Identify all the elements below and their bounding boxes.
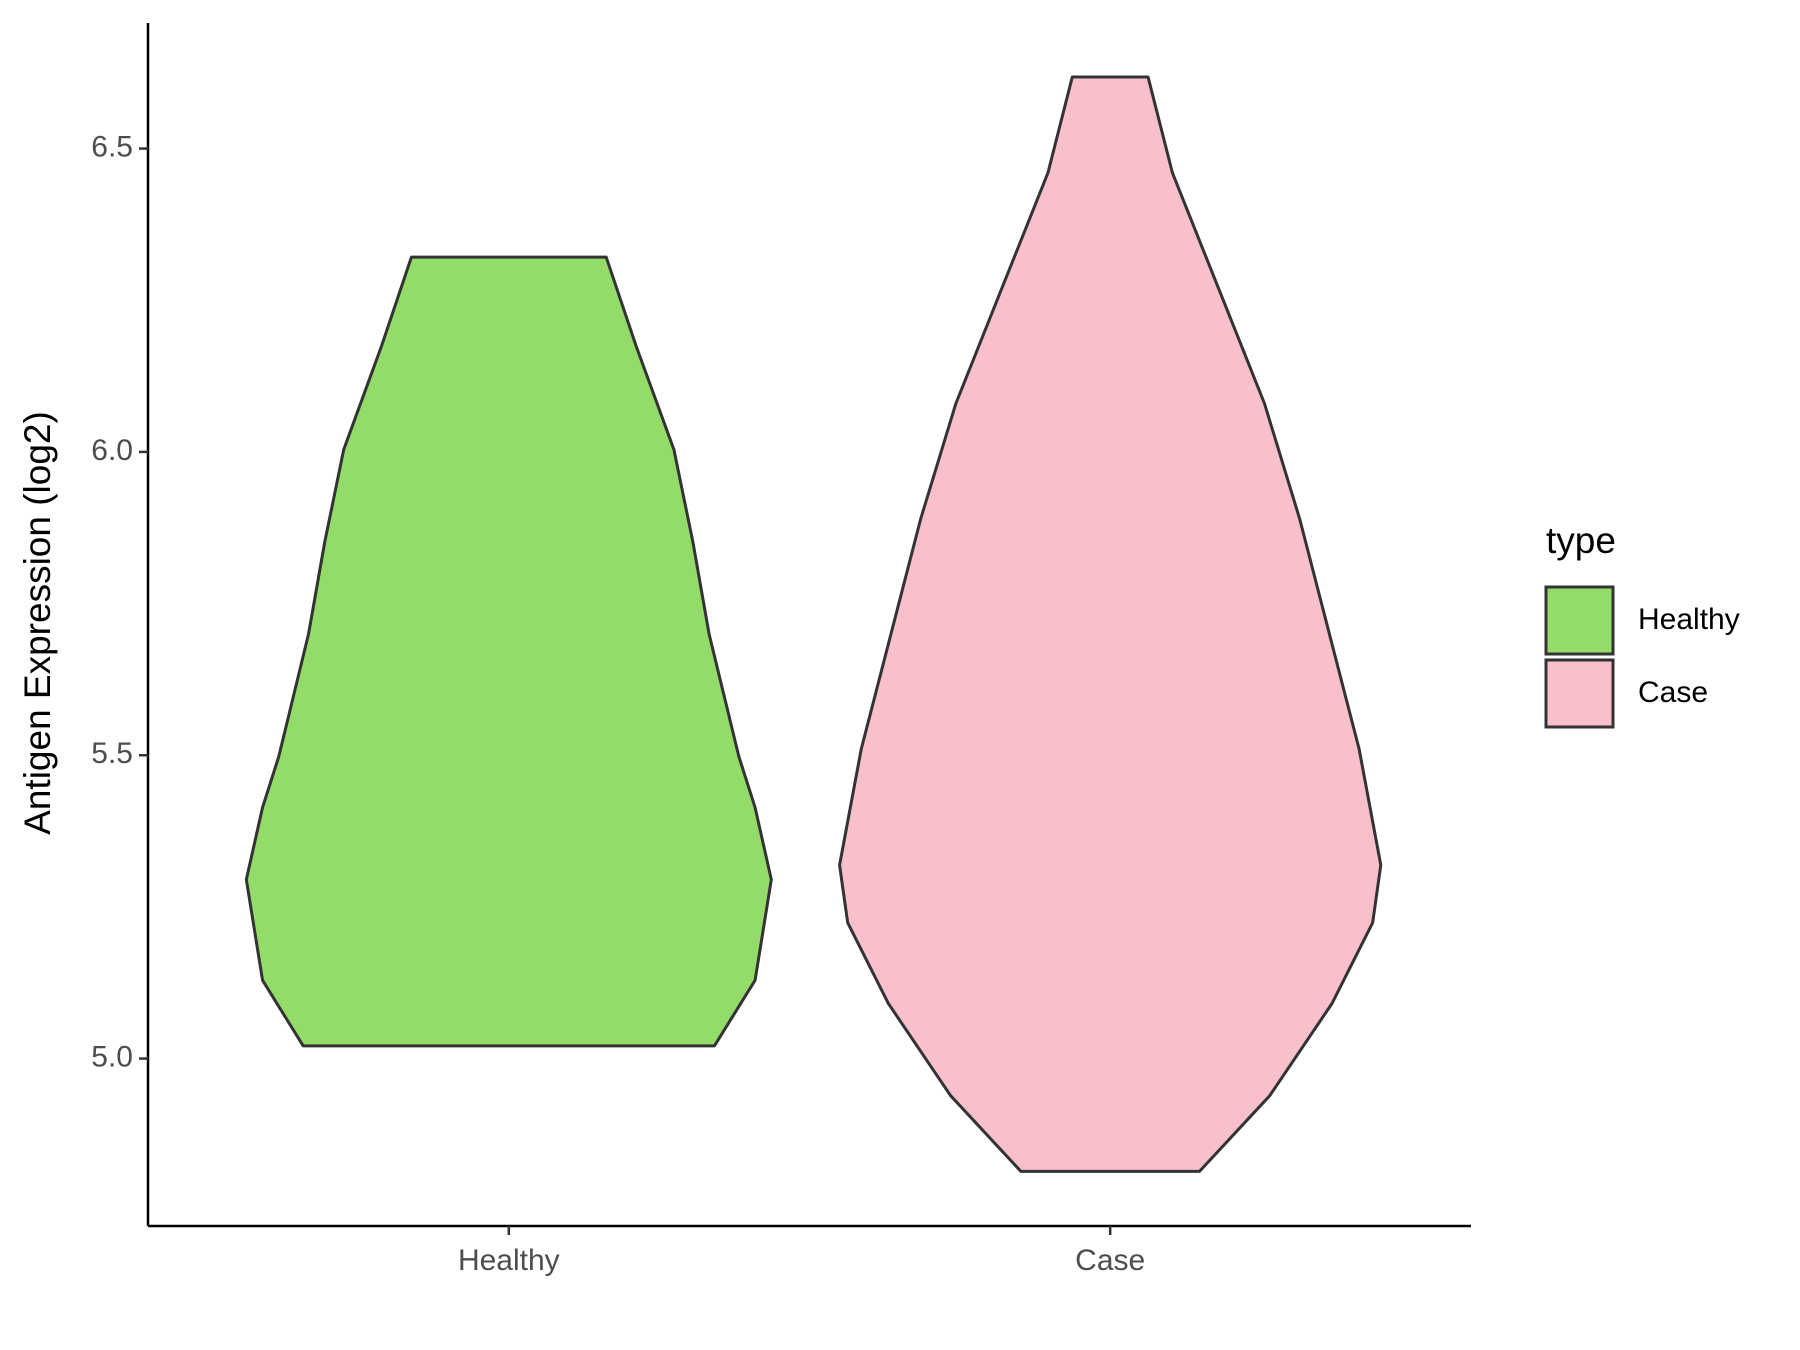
y-tick-label: 6.5	[91, 130, 133, 163]
legend-key	[1544, 585, 1615, 656]
y-tick-label: 5.5	[91, 737, 133, 770]
violin	[838, 75, 1383, 1173]
legend-key	[1544, 658, 1615, 729]
legend-label: Healthy	[1638, 603, 1740, 636]
legend-title: type	[1546, 520, 1616, 561]
y-tick-label: 5.0	[91, 1040, 133, 1073]
y-axis-title: Antigen Expression (log2)	[17, 411, 58, 835]
violin	[244, 255, 773, 1048]
x-tick-label: Healthy	[458, 1244, 560, 1277]
x-tick-label: Case	[1075, 1244, 1145, 1277]
legend-label: Case	[1638, 676, 1708, 709]
y-tick-label: 6.0	[91, 434, 133, 467]
